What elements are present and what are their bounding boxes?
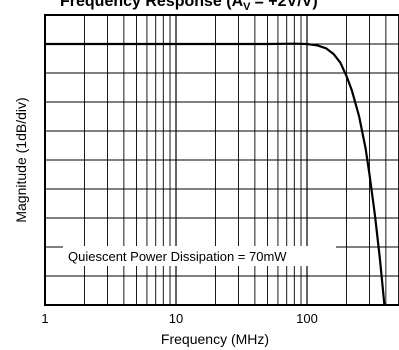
x-axis-label: Frequency (MHz) — [161, 331, 269, 347]
x-tick-label: 1 — [41, 311, 48, 326]
series-line — [45, 42, 386, 306]
chart-title-suffix: = +2V/V) — [255, 0, 318, 10]
annotation-background — [63, 246, 336, 266]
chart-title: Frequency Response (AV = +2V/V) — [60, 0, 318, 13]
x-tick-label: 10 — [169, 311, 183, 326]
y-axis-label: Magnitude (1dB/div) — [13, 97, 29, 222]
chart-title-subscript: V — [243, 1, 251, 13]
plot-border — [44, 14, 399, 306]
annotation-label: Quiescent Power Dissipation = 70mW — [68, 249, 287, 264]
x-tick-labels: 1 10 100 — [41, 311, 317, 326]
chart-title-main: Frequency Response (A — [60, 0, 244, 10]
x-tick-label: 100 — [296, 311, 318, 326]
